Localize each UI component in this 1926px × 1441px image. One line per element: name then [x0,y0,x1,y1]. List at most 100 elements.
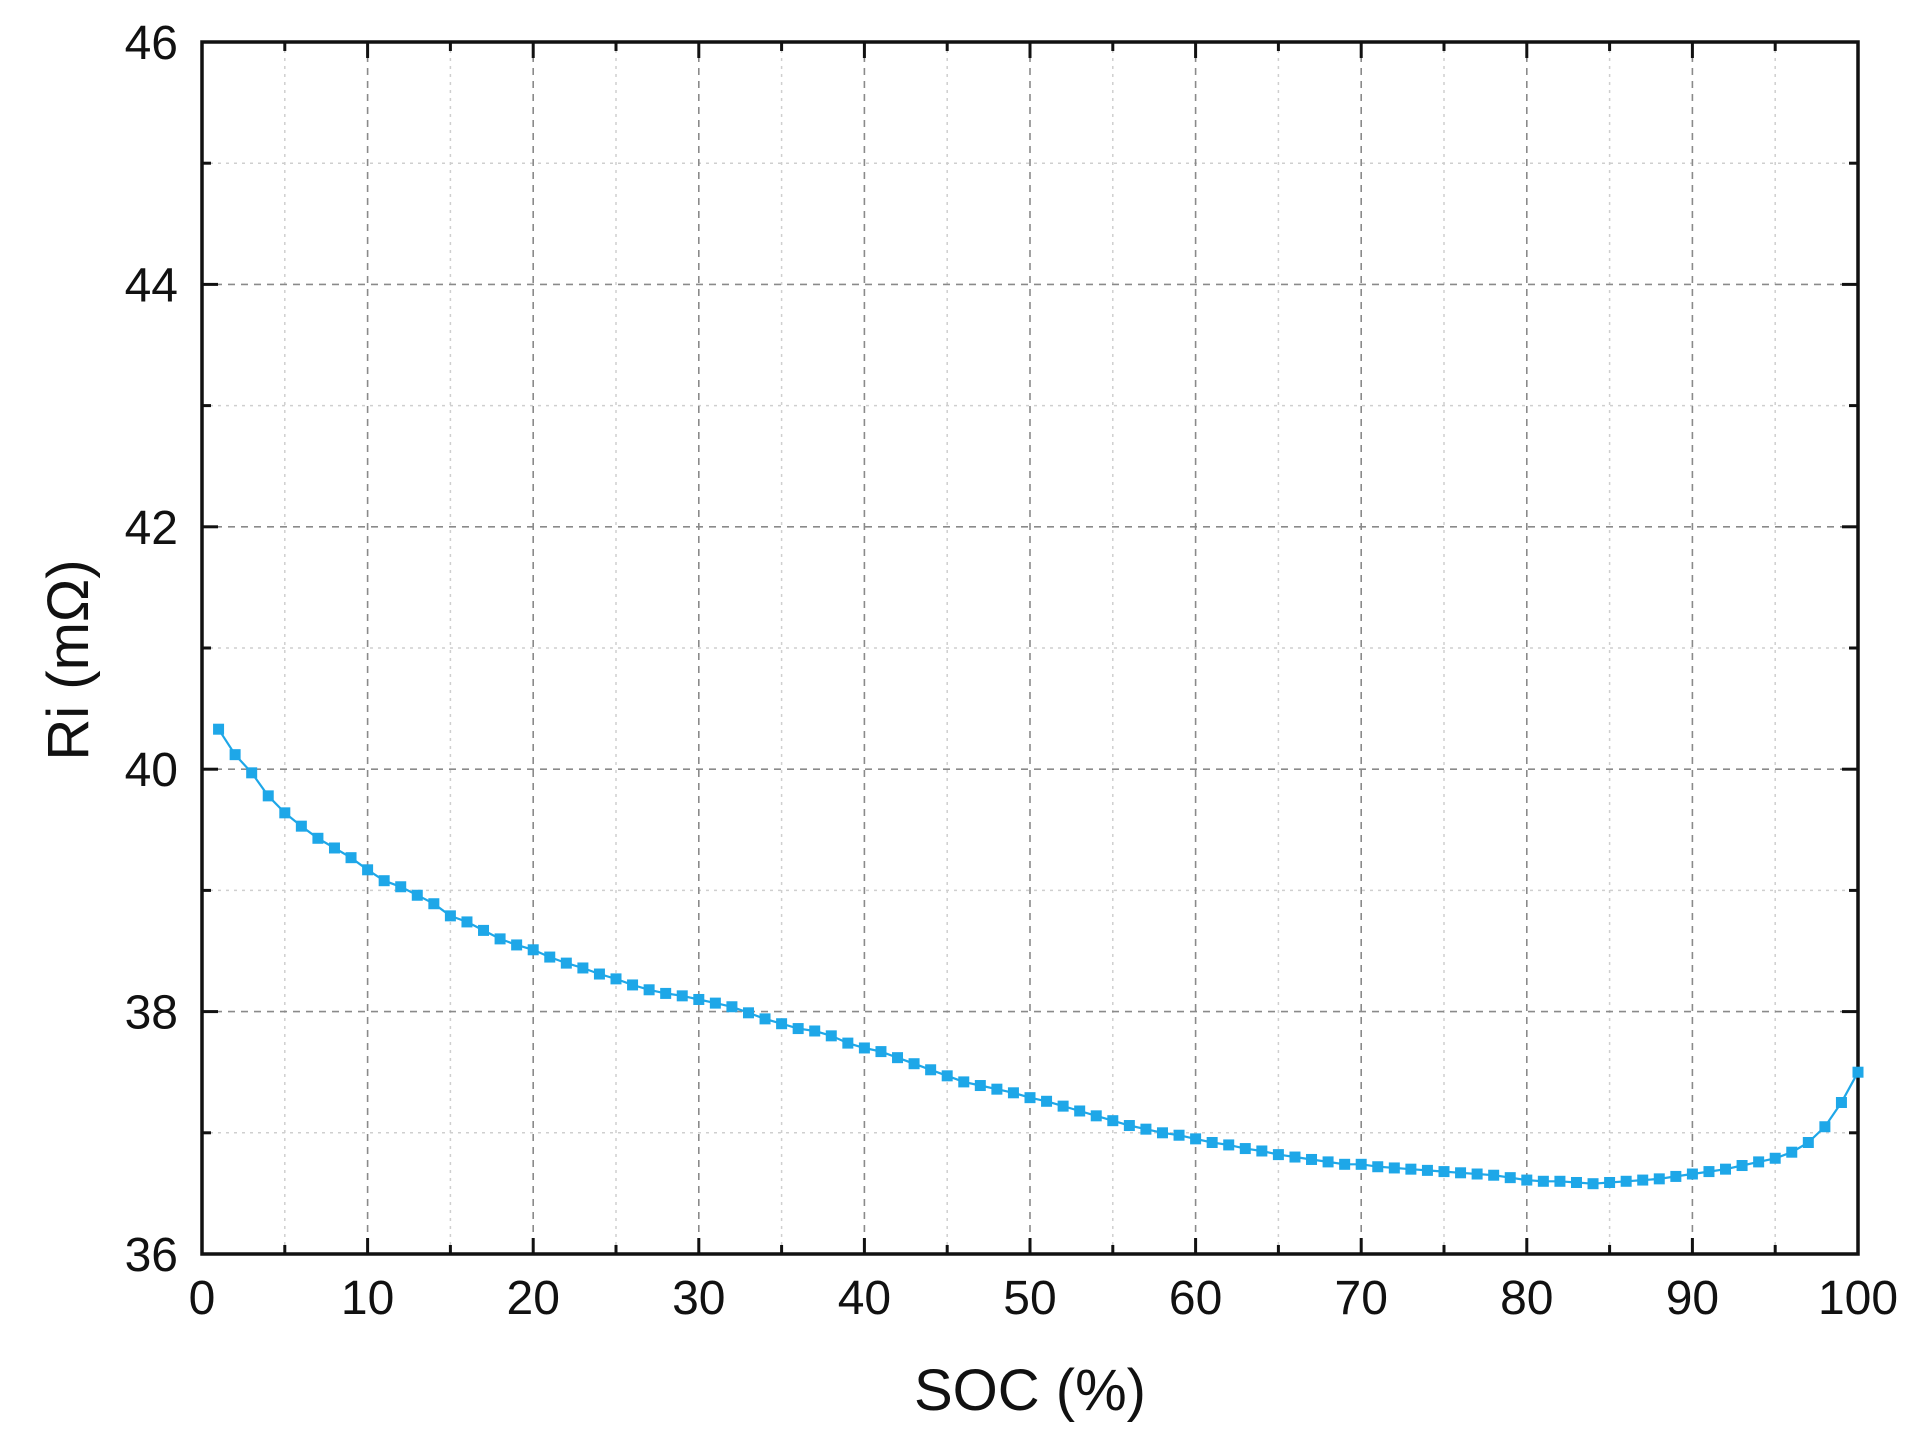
data-point [1819,1121,1831,1133]
series-layer [213,723,1864,1190]
grid-layer [202,42,1858,1254]
x-tick-label: 30 [672,1272,725,1325]
data-point [1272,1149,1284,1161]
data-point [991,1083,1003,1095]
y-tick-label: 44 [125,259,178,312]
data-point [908,1058,920,1070]
plot-frame [200,40,1860,1256]
x-tick-label: 80 [1500,1272,1553,1325]
data-point [1289,1151,1301,1163]
data-point [1355,1158,1367,1170]
x-tick-label: 100 [1818,1272,1898,1325]
data-point [1140,1123,1152,1135]
data-point [312,832,324,844]
data-point [1753,1156,1765,1168]
data-point [676,990,688,1002]
x-tick-label: 10 [341,1272,394,1325]
data-point [1802,1136,1814,1148]
data-point [262,790,274,802]
data-point [1107,1115,1119,1127]
data-point [941,1070,953,1082]
data-point [1554,1175,1566,1187]
data-point [1786,1146,1798,1158]
data-point [544,951,556,963]
data-point [229,749,241,761]
data-point [958,1076,970,1088]
data-point [776,1018,788,1030]
data-point [1769,1152,1781,1164]
data-point [925,1064,937,1076]
data-point [1372,1161,1384,1173]
data-point [1405,1163,1417,1175]
data-point [825,1030,837,1042]
y-tick-label: 46 [125,17,178,70]
data-point [842,1037,854,1049]
data-point [511,939,523,951]
x-tick-label: 40 [838,1272,891,1325]
x-tick-label: 90 [1666,1272,1719,1325]
data-point [1720,1163,1732,1175]
data-point [610,973,622,985]
data-point [892,1052,904,1064]
data-point [345,852,357,864]
data-point [428,898,440,910]
data-point [1653,1173,1665,1185]
data-point [328,842,340,854]
x-tick-label: 70 [1335,1272,1388,1325]
data-point [709,997,721,1009]
data-point [1471,1168,1483,1180]
data-point [1306,1153,1318,1165]
data-point [1537,1175,1549,1187]
data-point [527,944,539,956]
data-point [1835,1097,1847,1108]
data-point [577,962,589,974]
y-tick-label: 40 [125,744,178,797]
data-point [478,924,490,936]
data-point [1604,1176,1616,1188]
data-point [1190,1133,1202,1145]
data-point [1521,1174,1533,1186]
data-point [1074,1105,1086,1117]
data-point [627,979,639,991]
y-tick-label: 36 [125,1229,178,1282]
data-point [1670,1170,1682,1182]
x-tick-label: 0 [189,1272,216,1325]
y-tick-label: 42 [125,502,178,555]
data-point [279,807,291,819]
x-tick-label: 20 [507,1272,560,1325]
data-point [1570,1176,1582,1188]
data-point [1206,1136,1218,1148]
data-point [742,1007,754,1019]
data-point [1388,1162,1400,1174]
data-point [1736,1160,1748,1172]
data-point [1024,1092,1036,1104]
data-point [875,1046,887,1058]
data-point [1322,1156,1334,1168]
data-point [858,1042,870,1054]
data-point [1057,1100,1069,1112]
data-point [1339,1158,1351,1170]
data-point [1007,1087,1019,1099]
data-point [660,987,672,999]
data-point [726,1001,738,1013]
data-point [1438,1166,1450,1178]
data-point [461,916,473,928]
data-point [1123,1120,1135,1132]
x-axis-title: SOC (%) [914,1358,1146,1423]
data-point [1488,1169,1500,1181]
data-point [693,993,705,1005]
x-tick-label: 50 [1003,1272,1056,1325]
data-point [974,1080,986,1092]
data-point [593,968,605,980]
data-point [1852,1066,1864,1078]
data-point [560,957,572,969]
data-point [1239,1143,1251,1155]
data-point [809,1025,821,1037]
y-tick-label: 38 [125,987,178,1040]
data-point [1587,1178,1599,1190]
y-axis-title: Ri (mΩ) [36,559,101,760]
data-point [246,767,258,779]
data-point [295,820,307,832]
